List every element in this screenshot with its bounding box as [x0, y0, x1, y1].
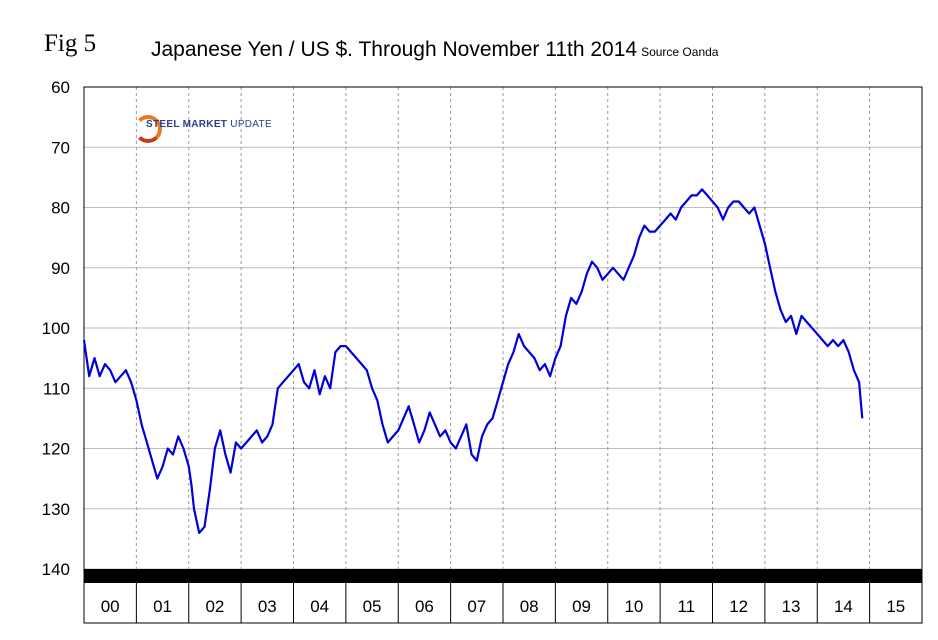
x-tick-label: 08 — [520, 597, 539, 616]
y-tick-label: 70 — [51, 138, 70, 157]
series-line-yen-usd — [82, 188, 864, 535]
x-tick-label: 04 — [310, 597, 329, 616]
x-axis-band — [84, 569, 922, 583]
x-tick-label: 03 — [258, 597, 277, 616]
x-tick-label: 01 — [153, 597, 172, 616]
x-tick-label: 06 — [415, 597, 434, 616]
x-tick-label: 05 — [363, 597, 382, 616]
logo-brand: STEEL MARKET — [146, 119, 228, 130]
y-tick-label: 100 — [42, 319, 70, 338]
x-tick-label: 12 — [729, 597, 748, 616]
x-tick-label: 00 — [101, 597, 120, 616]
logo-ring-icon — [134, 115, 162, 143]
x-tick-label: 11 — [677, 597, 695, 616]
y-tick-label: 120 — [42, 440, 70, 459]
x-tick-label: 09 — [572, 597, 591, 616]
y-tick-label: 140 — [42, 560, 70, 579]
y-tick-label: 80 — [51, 199, 70, 218]
chart-title-text: Japanese Yen / US $. Through November 11… — [151, 38, 638, 61]
x-tick-label: 14 — [834, 597, 853, 616]
y-tick-label: 110 — [43, 379, 70, 398]
logo-brand-suffix: UPDATE — [230, 119, 272, 130]
y-tick-label: 130 — [42, 500, 70, 519]
logo-text: STEEL MARKET UPDATE — [146, 119, 272, 130]
x-tick-label: 13 — [782, 597, 801, 616]
y-tick-label: 60 — [51, 78, 70, 97]
x-tick-label: 07 — [467, 597, 486, 616]
chart-source: Source Oanda — [641, 45, 719, 59]
chart-title: Japanese Yen / US $. Through November 11… — [151, 38, 718, 62]
x-tick-label: 02 — [205, 597, 224, 616]
x-tick-label: 10 — [624, 597, 643, 616]
figure-label: Fig 5 — [44, 30, 97, 57]
x-tick-label: 15 — [886, 597, 905, 616]
steel-market-update-logo: STEEL MARKET UPDATE — [130, 109, 290, 149]
y-tick-label: 90 — [51, 259, 70, 278]
